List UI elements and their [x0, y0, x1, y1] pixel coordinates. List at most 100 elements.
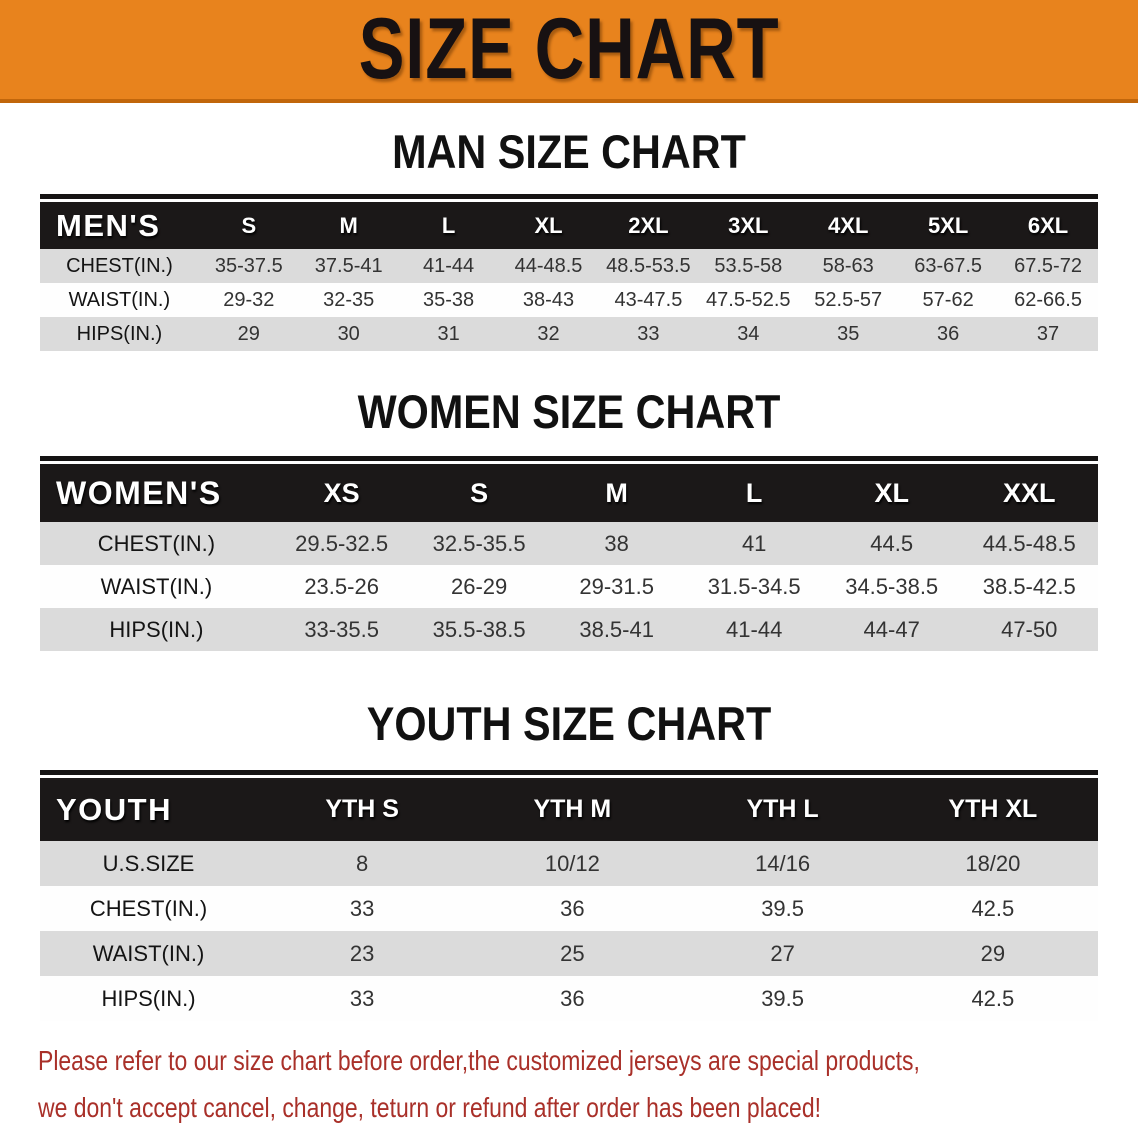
table-header-row: MEN'S S M L XL 2XL 3XL 4XL 5XL 6XL	[40, 202, 1098, 250]
size-value-cell: 33	[598, 317, 699, 352]
measurement-row: WAIST(IN.) 23 25 27 29	[40, 931, 1098, 977]
size-value-cell: 44-47	[822, 608, 961, 652]
size-value-cell: 35	[798, 317, 899, 352]
size-column-header: M	[547, 464, 686, 523]
measurement-row: CHEST(IN.) 33 36 39.5 42.5	[40, 886, 1098, 932]
size-column-header: S	[198, 202, 299, 250]
disclaimer: Please refer to our size chart before or…	[38, 1045, 1138, 1124]
size-column-header: YTH XL	[887, 778, 1098, 842]
size-value-cell: 48.5-53.5	[598, 249, 699, 284]
size-column-header: XL	[498, 202, 599, 250]
size-value-cell: 43-47.5	[598, 283, 699, 318]
measurement-label: HIPS(IN.)	[40, 608, 273, 652]
size-value-cell: 29.5-32.5	[272, 522, 411, 566]
size-value-cell: 41-44	[685, 608, 823, 652]
size-value-cell: 29	[887, 931, 1098, 977]
size-value-cell: 57-62	[898, 283, 999, 318]
size-value-cell: 44.5	[822, 522, 961, 566]
size-value-cell: 33	[257, 886, 468, 932]
size-column-header: 5XL	[898, 202, 999, 250]
size-value-cell: 32-35	[298, 283, 399, 318]
size-value-cell: 47.5-52.5	[698, 283, 799, 318]
size-value-cell: 30	[298, 317, 399, 352]
table-corner-label: WOMEN'S	[40, 464, 273, 523]
size-value-cell: 36	[467, 976, 678, 1022]
measurement-label: CHEST(IN.)	[40, 249, 199, 284]
men-size-section: MAN SIZE CHART MEN'S S M L XL 2XL 3XL 4XL 5XL 6XL…	[0, 125, 1138, 352]
size-column-header: XS	[272, 464, 411, 523]
size-value-cell: 25	[467, 931, 678, 977]
size-value-cell: 23	[257, 931, 468, 977]
size-value-cell: 42.5	[887, 976, 1098, 1022]
women-size-section: WOMEN SIZE CHART WOMEN'S XS S M L XL XXL CHEST(…	[0, 385, 1138, 652]
size-value-cell: 36	[898, 317, 999, 352]
size-value-cell: 27	[677, 931, 888, 977]
disclaimer-line-1: Please refer to our size chart before or…	[38, 1045, 920, 1077]
measurement-row: CHEST(IN.) 29.5-32.5 32.5-35.5 38 41 44.5 44.5…	[40, 522, 1098, 566]
youth-size-table-wrap: YOUTH YTH S YTH M YTH L YTH XL U.S.SIZE 8 10/12…	[40, 770, 1098, 1022]
table-corner-label: YOUTH	[40, 778, 258, 842]
size-column-header: S	[410, 464, 548, 523]
size-value-cell: 18/20	[887, 841, 1098, 887]
size-value-cell: 58-63	[798, 249, 899, 284]
women-size-table-wrap: WOMEN'S XS S M L XL XXL CHEST(IN.) 29.5-32.5 32.5…	[40, 456, 1098, 652]
measurement-row: WAIST(IN.) 29-32 32-35 35-38 38-43 43-47.5 47.…	[40, 283, 1098, 318]
size-value-cell: 31	[398, 317, 499, 352]
men-size-table: MEN'S S M L XL 2XL 3XL 4XL 5XL 6XL CHEST(IN.) 35-37…	[40, 202, 1098, 352]
size-value-cell: 34	[698, 317, 799, 352]
size-value-cell: 34.5-38.5	[822, 565, 961, 609]
size-column-header: 3XL	[698, 202, 799, 250]
size-value-cell: 38.5-42.5	[960, 565, 1098, 609]
youth-section-heading: YOUTH SIZE CHART	[366, 697, 772, 751]
size-value-cell: 36	[467, 886, 678, 932]
table-header-row: WOMEN'S XS S M L XL XXL	[40, 464, 1098, 523]
size-column-header: 2XL	[598, 202, 699, 250]
size-value-cell: 29	[198, 317, 299, 352]
size-value-cell: 32	[498, 317, 599, 352]
size-value-cell: 10/12	[467, 841, 678, 887]
measurement-label: WAIST(IN.)	[40, 283, 199, 318]
measurement-label: U.S.SIZE	[40, 841, 258, 887]
size-value-cell: 39.5	[677, 886, 888, 932]
disclaimer-line-2: we don't accept cancel, change, teturn o…	[38, 1092, 821, 1124]
women-size-table: WOMEN'S XS S M L XL XXL CHEST(IN.) 29.5-32.5 32.5…	[40, 464, 1098, 652]
size-value-cell: 47-50	[960, 608, 1098, 652]
size-value-cell: 38-43	[498, 283, 599, 318]
size-value-cell: 37.5-41	[298, 249, 399, 284]
measurement-row: U.S.SIZE 8 10/12 14/16 18/20	[40, 841, 1098, 887]
size-value-cell: 39.5	[677, 976, 888, 1022]
measurement-row: WAIST(IN.) 23.5-26 26-29 29-31.5 31.5-34.5 34…	[40, 565, 1098, 609]
measurement-label: CHEST(IN.)	[40, 522, 273, 566]
size-value-cell: 42.5	[887, 886, 1098, 932]
youth-size-section: YOUTH SIZE CHART YOUTH YTH S YTH M YTH L YTH…	[0, 697, 1138, 1022]
size-column-header: YTH L	[677, 778, 888, 842]
women-section-heading: WOMEN SIZE CHART	[357, 385, 781, 439]
measurement-label: HIPS(IN.)	[40, 976, 258, 1022]
size-value-cell: 26-29	[410, 565, 548, 609]
measurement-label: WAIST(IN.)	[40, 931, 258, 977]
size-value-cell: 32.5-35.5	[410, 522, 548, 566]
size-column-header: YTH S	[257, 778, 468, 842]
size-value-cell: 29-32	[198, 283, 299, 318]
size-value-cell: 44-48.5	[498, 249, 599, 284]
measurement-label: WAIST(IN.)	[40, 565, 273, 609]
measurement-row: HIPS(IN.) 33 36 39.5 42.5	[40, 976, 1098, 1022]
size-value-cell: 33-35.5	[272, 608, 411, 652]
size-value-cell: 53.5-58	[698, 249, 799, 284]
measurement-row: HIPS(IN.) 33-35.5 35.5-38.5 38.5-41 41-44 44-…	[40, 608, 1098, 652]
measurement-label: HIPS(IN.)	[40, 317, 199, 352]
measurement-row: HIPS(IN.) 29 30 31 32 33 34 35 36 37	[40, 317, 1098, 352]
size-value-cell: 35-37.5	[198, 249, 299, 284]
size-value-cell: 33	[257, 976, 468, 1022]
size-value-cell: 35.5-38.5	[410, 608, 548, 652]
size-value-cell: 67.5-72	[998, 249, 1098, 284]
size-column-header: M	[298, 202, 399, 250]
size-value-cell: 14/16	[677, 841, 888, 887]
size-value-cell: 41-44	[398, 249, 499, 284]
size-value-cell: 29-31.5	[547, 565, 686, 609]
size-value-cell: 23.5-26	[272, 565, 411, 609]
table-header-row: YOUTH YTH S YTH M YTH L YTH XL	[40, 778, 1098, 842]
size-value-cell: 63-67.5	[898, 249, 999, 284]
banner: SIZE CHART	[0, 0, 1138, 103]
